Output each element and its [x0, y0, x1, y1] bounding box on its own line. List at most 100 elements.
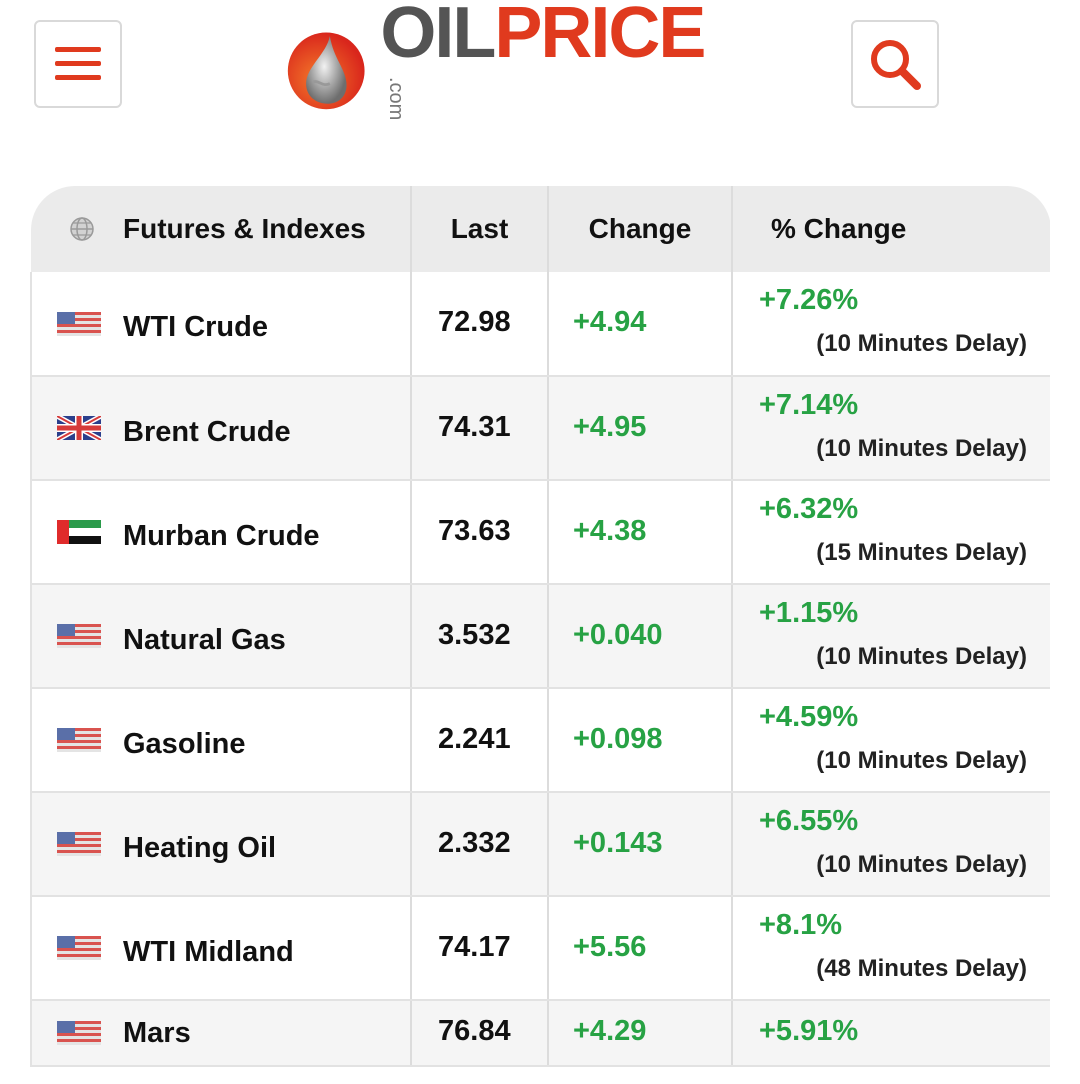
header-last[interactable]: Last: [411, 186, 549, 272]
instrument-cell: Natural Gas: [30, 584, 412, 689]
header-last-label: Last: [450, 213, 509, 244]
last-price: 72.98: [438, 306, 511, 338]
top-bar: OILPRICE .com: [0, 0, 1080, 140]
instrument-name[interactable]: Heating Oil: [123, 831, 277, 864]
last-price: 74.31: [438, 411, 511, 443]
pct-change-cell: +5.91%: [732, 1000, 1050, 1067]
table-row[interactable]: WTI Midland 74.17 +5.56 +8.1% (48 Minutes De…: [30, 896, 1050, 1001]
instrument-name[interactable]: Brent Crude: [123, 415, 291, 448]
change-value: +4.38: [573, 515, 647, 547]
pct-change-cell: +1.15% (10 Minutes Delay): [732, 584, 1050, 689]
instrument-name[interactable]: Murban Crude: [123, 519, 320, 552]
header-name: Futures & Indexes: [31, 186, 412, 272]
pct-change-value: +1.15%: [759, 597, 859, 629]
delay-note: (10 Minutes Delay): [816, 435, 1027, 462]
search-button[interactable]: [851, 20, 939, 108]
instrument-name[interactable]: Natural Gas: [123, 623, 286, 656]
header-pct-change-label: % Change: [771, 213, 907, 244]
last-price: 3.532: [438, 619, 511, 651]
last-price-cell: 74.31: [411, 376, 549, 481]
oil-drop-logo-icon: [287, 32, 365, 110]
change-cell: +4.95: [548, 376, 733, 481]
us-flag-icon: [57, 311, 101, 336]
table-header-row: Futures & Indexes Last Change % Change: [31, 186, 1050, 272]
header-name-label: Futures & Indexes: [123, 213, 366, 244]
search-icon: [871, 40, 921, 90]
pct-change-value: +6.55%: [759, 805, 859, 837]
delay-note: (10 Minutes Delay): [816, 747, 1027, 774]
header-pct-change[interactable]: % Change: [732, 186, 1050, 272]
table-row[interactable]: WTI Crude 72.98 +4.94 +7.26% (10 Minutes Del…: [30, 272, 1050, 377]
us-flag-icon: [57, 832, 101, 856]
instrument-cell: Heating Oil: [30, 792, 412, 897]
change-cell: +0.040: [548, 584, 733, 689]
instrument-name[interactable]: Mars: [123, 1016, 191, 1049]
pct-change-value: +8.1%: [759, 909, 843, 941]
pct-change-value: +7.14%: [759, 389, 859, 421]
change-cell: +4.38: [548, 480, 733, 585]
change-cell: +4.94: [548, 272, 733, 377]
last-price-cell: 2.241: [411, 688, 549, 793]
pct-change-cell: +7.14% (10 Minutes Delay): [732, 376, 1050, 481]
menu-button[interactable]: [34, 20, 122, 108]
pct-change-cell: +6.55% (10 Minutes Delay): [732, 792, 1050, 897]
delay-note: (48 Minutes Delay): [816, 955, 1027, 982]
us-flag-icon: [57, 728, 101, 752]
logo-com-text: .com: [385, 77, 408, 121]
instrument-cell: WTI Midland: [30, 896, 412, 1001]
futures-table: Futures & Indexes Last Change % Change: [30, 186, 1050, 1067]
pct-change-cell: +7.26% (10 Minutes Delay): [732, 272, 1050, 377]
table-row[interactable]: Brent Crude 74.31 +4.95 +7.14% (10 Minutes D…: [30, 376, 1050, 481]
instrument-name[interactable]: Gasoline: [123, 727, 246, 760]
futures-table-container: Futures & Indexes Last Change % Change: [30, 186, 1050, 1084]
logo-price-text: PRICE: [494, 0, 706, 73]
change-cell: +0.098: [548, 688, 733, 793]
change-value: +4.94: [573, 306, 647, 338]
table-row[interactable]: Gasoline 2.241 +0.098 +4.59% (10 Minutes Del…: [30, 688, 1050, 793]
us-flag-icon: [57, 936, 101, 960]
last-price-cell: 72.98: [411, 272, 549, 377]
pct-change-cell: +6.32% (15 Minutes Delay): [732, 480, 1050, 585]
instrument-cell: Gasoline: [30, 688, 412, 793]
globe-icon: [70, 217, 94, 241]
last-price: 76.84: [438, 1015, 511, 1047]
change-value: +4.95: [573, 411, 647, 443]
hamburger-menu-icon: [55, 47, 101, 80]
change-value: +0.040: [573, 619, 663, 651]
pct-change-cell: +8.1% (48 Minutes Delay): [732, 896, 1050, 1001]
logo-wordmark: OILPRICE .com: [380, 0, 716, 141]
last-price-cell: 73.63: [411, 480, 549, 585]
last-price-cell: 76.84: [411, 1000, 549, 1067]
pct-change-value: +5.91%: [759, 1015, 859, 1047]
change-value: +0.143: [573, 827, 663, 859]
instrument-name[interactable]: WTI Midland: [123, 935, 294, 968]
table-row[interactable]: Heating Oil 2.332 +0.143 +6.55% (10 Minutes …: [30, 792, 1050, 897]
pct-change-cell: +4.59% (10 Minutes Delay): [732, 688, 1050, 793]
last-price-cell: 3.532: [411, 584, 549, 689]
delay-note: (10 Minutes Delay): [816, 851, 1027, 878]
delay-note: (15 Minutes Delay): [816, 539, 1027, 566]
table-row[interactable]: Natural Gas 3.532 +0.040 +1.15% (10 Minutes …: [30, 584, 1050, 689]
last-price: 73.63: [438, 515, 511, 547]
change-cell: +5.56: [548, 896, 733, 1001]
change-value: +4.29: [573, 1015, 647, 1047]
us-flag-icon: [57, 1021, 101, 1045]
uae-flag-icon: [57, 520, 101, 544]
change-value: +0.098: [573, 723, 663, 755]
header-change[interactable]: Change: [548, 186, 733, 272]
oilprice-logo[interactable]: OILPRICE .com: [286, 0, 716, 120]
last-price: 2.332: [438, 827, 511, 859]
instrument-name[interactable]: WTI Crude: [123, 311, 268, 343]
delay-note: (10 Minutes Delay): [816, 330, 1027, 357]
change-cell: +4.29: [548, 1000, 733, 1067]
change-cell: +0.143: [548, 792, 733, 897]
delay-note: (10 Minutes Delay): [816, 643, 1027, 670]
table-row[interactable]: Mars 76.84 +4.29 +5.91%: [30, 1000, 1050, 1067]
table-row[interactable]: Murban Crude 73.63 +4.38 +6.32% (15 Minutes …: [30, 480, 1050, 585]
last-price-cell: 2.332: [411, 792, 549, 897]
pct-change-value: +4.59%: [759, 701, 859, 733]
change-value: +5.56: [573, 931, 647, 963]
last-price: 74.17: [438, 931, 511, 963]
instrument-cell: Murban Crude: [30, 480, 412, 585]
header-change-label: Change: [588, 213, 692, 244]
